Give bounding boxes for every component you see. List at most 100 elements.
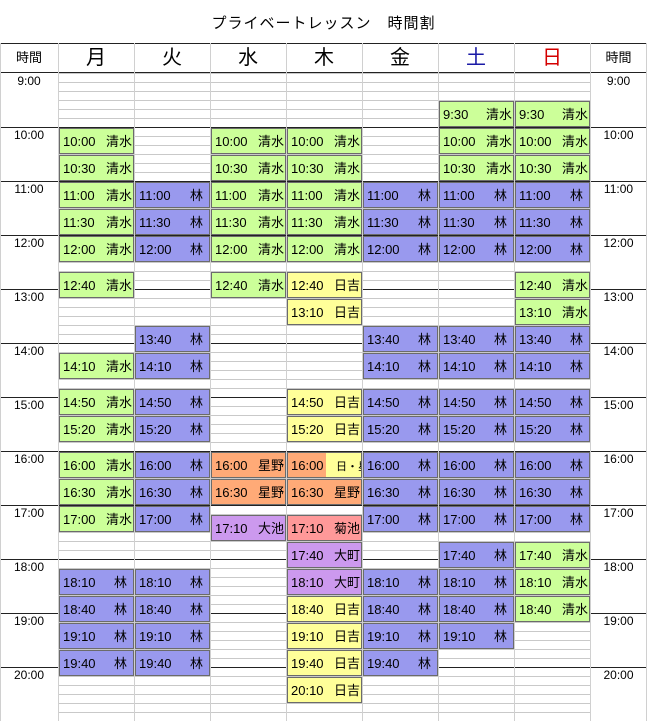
lesson-slot[interactable]: 10:00 清水 <box>439 128 514 154</box>
lesson-slot[interactable]: 17:00 清水 <box>59 506 134 532</box>
lesson-slot[interactable]: 12:00 清水 <box>287 236 362 262</box>
lesson-slot[interactable]: 18:40 林 <box>439 596 514 622</box>
lesson-slot[interactable]: 11:00 清水 <box>211 182 286 208</box>
lesson-slot[interactable]: 12:40 清水 <box>59 272 134 298</box>
lesson-slot[interactable]: 17:00 林 <box>135 506 210 532</box>
lesson-slot[interactable]: 10:30 清水 <box>59 155 134 181</box>
lesson-slot[interactable]: 11:00 林 <box>515 182 590 208</box>
lesson-slot[interactable]: 11:00 清水 <box>59 182 134 208</box>
lesson-slot[interactable]: 16:30 林 <box>439 479 514 505</box>
lesson-slot[interactable]: 14:10 清水 <box>59 353 134 379</box>
lesson-slot[interactable]: 16:30 林 <box>515 479 590 505</box>
lesson-slot[interactable]: 18:10 清水 <box>515 569 590 595</box>
lesson-slot[interactable]: 14:10 林 <box>515 353 590 379</box>
lesson-slot[interactable]: 16:30 林 <box>135 479 210 505</box>
lesson-slot[interactable]: 15:20 林 <box>363 416 438 442</box>
lesson-slot[interactable]: 10:00 清水 <box>211 128 286 154</box>
lesson-slot[interactable]: 11:30 清水 <box>59 209 134 235</box>
lesson-slot[interactable]: 17:00 林 <box>439 506 514 532</box>
lesson-slot[interactable]: 11:30 林 <box>515 209 590 235</box>
lesson-slot[interactable]: 15:20 林 <box>135 416 210 442</box>
lesson-slot[interactable]: 11:30 林 <box>363 209 438 235</box>
lesson-slot[interactable]: 16:30 星野 <box>287 479 362 505</box>
lesson-slot[interactable]: 16:00 日・星 <box>287 452 362 478</box>
lesson-slot[interactable]: 11:30 林 <box>135 209 210 235</box>
lesson-slot[interactable]: 19:40 林 <box>59 650 134 676</box>
lesson-slot[interactable]: 18:10 林 <box>59 569 134 595</box>
lesson-slot[interactable]: 12:00 林 <box>363 236 438 262</box>
lesson-slot[interactable]: 17:00 林 <box>515 506 590 532</box>
lesson-slot[interactable]: 19:10 林 <box>135 623 210 649</box>
lesson-slot[interactable]: 18:10 林 <box>363 569 438 595</box>
lesson-slot[interactable]: 14:10 林 <box>363 353 438 379</box>
lesson-slot[interactable]: 16:00 林 <box>515 452 590 478</box>
lesson-slot[interactable]: 14:50 林 <box>135 389 210 415</box>
lesson-slot[interactable]: 15:20 林 <box>439 416 514 442</box>
lesson-slot[interactable]: 16:00 林 <box>363 452 438 478</box>
lesson-slot[interactable]: 16:00 林 <box>439 452 514 478</box>
lesson-slot[interactable]: 11:30 清水 <box>287 209 362 235</box>
lesson-slot[interactable]: 19:10 日吉 <box>287 623 362 649</box>
lesson-slot[interactable]: 16:30 林 <box>363 479 438 505</box>
lesson-slot[interactable]: 17:40 清水 <box>515 542 590 568</box>
lesson-slot[interactable]: 16:00 清水 <box>59 452 134 478</box>
lesson-slot[interactable]: 17:00 林 <box>363 506 438 532</box>
lesson-slot[interactable]: 17:10 大池 <box>211 515 286 541</box>
lesson-slot[interactable]: 14:50 清水 <box>59 389 134 415</box>
lesson-slot[interactable]: 15:20 日吉 <box>287 416 362 442</box>
lesson-slot[interactable]: 12:00 林 <box>515 236 590 262</box>
lesson-slot[interactable]: 18:10 林 <box>439 569 514 595</box>
lesson-slot[interactable]: 14:10 林 <box>439 353 514 379</box>
lesson-slot[interactable]: 11:30 林 <box>439 209 514 235</box>
lesson-slot[interactable]: 10:00 清水 <box>515 128 590 154</box>
lesson-slot[interactable]: 15:20 清水 <box>59 416 134 442</box>
lesson-slot[interactable]: 12:00 清水 <box>59 236 134 262</box>
lesson-slot[interactable]: 12:40 清水 <box>211 272 286 298</box>
lesson-slot[interactable]: 17:10 菊池 <box>287 515 362 541</box>
lesson-slot[interactable]: 13:10 日吉 <box>287 299 362 325</box>
lesson-slot[interactable]: 13:10 清水 <box>515 299 590 325</box>
lesson-slot[interactable]: 18:40 日吉 <box>287 596 362 622</box>
lesson-slot[interactable]: 19:10 林 <box>439 623 514 649</box>
lesson-slot[interactable]: 12:40 清水 <box>515 272 590 298</box>
lesson-slot[interactable]: 11:00 林 <box>439 182 514 208</box>
lesson-slot[interactable]: 10:00 清水 <box>59 128 134 154</box>
lesson-slot[interactable]: 17:40 林 <box>439 542 514 568</box>
lesson-slot[interactable]: 17:40 大町 <box>287 542 362 568</box>
lesson-slot[interactable]: 19:40 日吉 <box>287 650 362 676</box>
lesson-slot[interactable]: 12:00 林 <box>135 236 210 262</box>
lesson-slot[interactable]: 12:00 清水 <box>211 236 286 262</box>
lesson-slot[interactable]: 16:00 林 <box>135 452 210 478</box>
lesson-slot[interactable]: 14:50 林 <box>363 389 438 415</box>
lesson-slot[interactable]: 19:10 林 <box>59 623 134 649</box>
lesson-slot[interactable]: 14:50 林 <box>439 389 514 415</box>
lesson-slot[interactable]: 11:00 林 <box>135 182 210 208</box>
lesson-slot[interactable]: 16:30 星野 <box>211 479 286 505</box>
lesson-slot[interactable]: 19:10 林 <box>363 623 438 649</box>
lesson-slot[interactable]: 10:30 清水 <box>211 155 286 181</box>
lesson-slot[interactable]: 15:20 林 <box>515 416 590 442</box>
lesson-slot[interactable]: 10:30 清水 <box>515 155 590 181</box>
lesson-slot[interactable]: 18:40 清水 <box>515 596 590 622</box>
lesson-slot[interactable]: 13:40 林 <box>439 326 514 352</box>
lesson-slot[interactable]: 10:00 清水 <box>287 128 362 154</box>
lesson-slot[interactable]: 18:10 大町 <box>287 569 362 595</box>
lesson-slot[interactable]: 12:00 林 <box>439 236 514 262</box>
lesson-slot[interactable]: 18:10 林 <box>135 569 210 595</box>
lesson-slot[interactable]: 11:00 林 <box>363 182 438 208</box>
lesson-slot[interactable]: 19:40 林 <box>363 650 438 676</box>
lesson-slot[interactable]: 20:10 日吉 <box>287 677 362 703</box>
lesson-slot[interactable]: 11:00 清水 <box>287 182 362 208</box>
lesson-slot[interactable]: 16:30 清水 <box>59 479 134 505</box>
lesson-slot[interactable]: 12:40 日吉 <box>287 272 362 298</box>
lesson-slot[interactable]: 13:40 林 <box>135 326 210 352</box>
lesson-slot[interactable]: 13:40 林 <box>515 326 590 352</box>
lesson-slot[interactable]: 10:30 清水 <box>287 155 362 181</box>
lesson-slot[interactable]: 9:30 清水 <box>439 101 514 127</box>
lesson-slot[interactable]: 13:40 林 <box>363 326 438 352</box>
lesson-slot[interactable]: 18:40 林 <box>59 596 134 622</box>
lesson-slot[interactable]: 18:40 林 <box>363 596 438 622</box>
lesson-slot[interactable]: 16:00 星野 <box>211 452 286 478</box>
lesson-slot[interactable]: 10:30 清水 <box>439 155 514 181</box>
lesson-slot[interactable]: 18:40 林 <box>135 596 210 622</box>
